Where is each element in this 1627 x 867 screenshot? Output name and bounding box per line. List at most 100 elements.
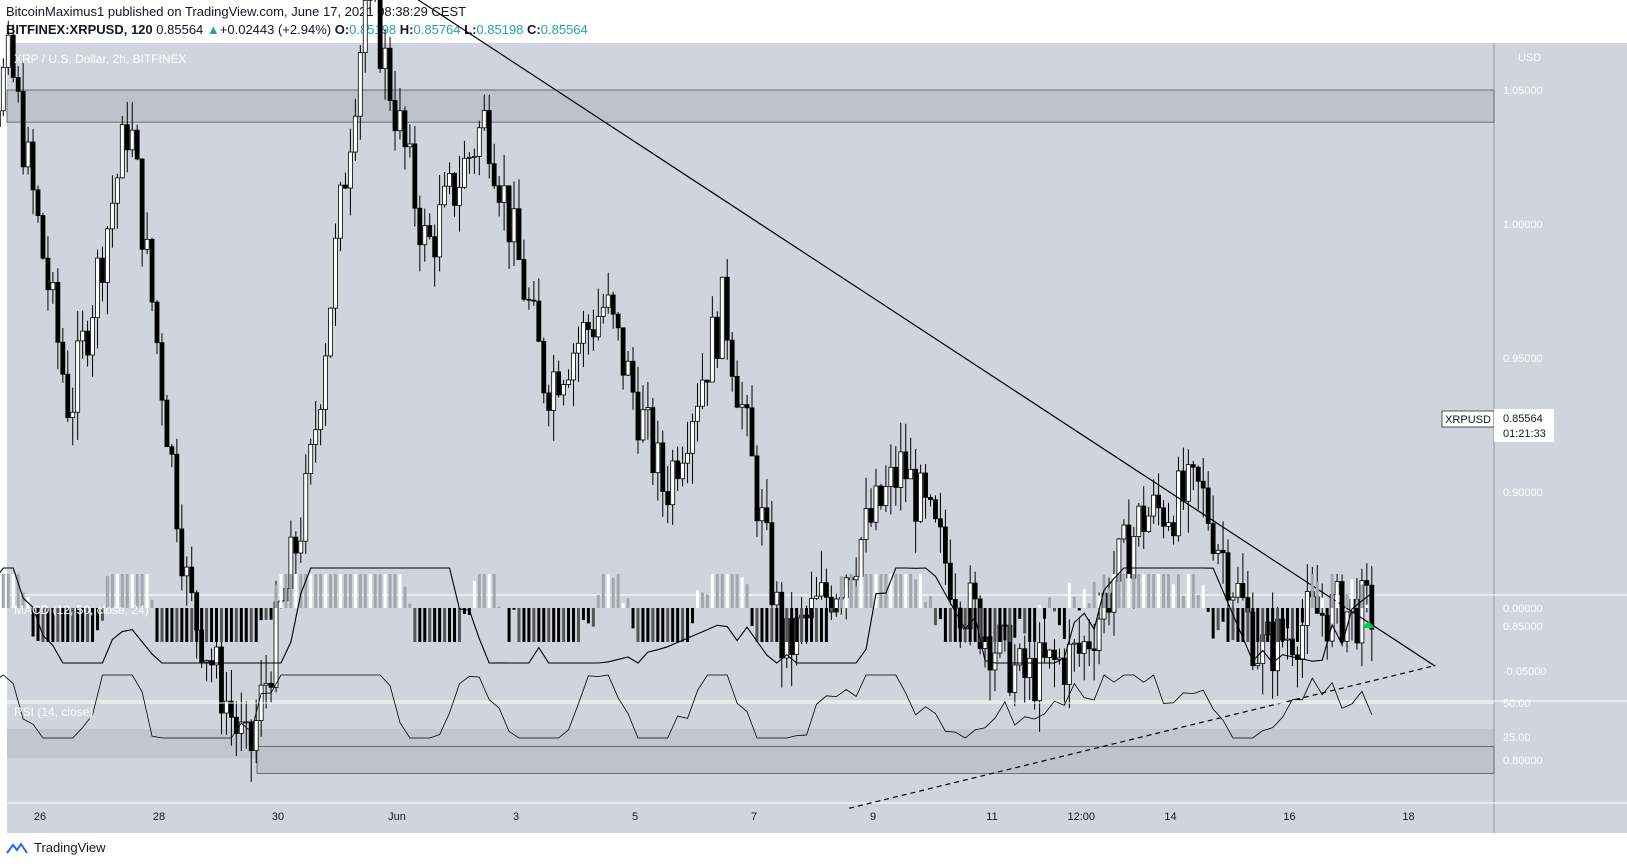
candle-body — [1061, 657, 1067, 685]
macd-bar — [413, 608, 417, 642]
time-axis[interactable] — [7, 803, 1494, 833]
macd-bar — [41, 608, 45, 642]
main-pane[interactable] — [7, 43, 1494, 595]
macd-bar — [730, 574, 734, 608]
candle-body — [466, 156, 472, 159]
candle-body — [1012, 664, 1018, 693]
macd-bar — [606, 574, 610, 608]
currency-label: USD — [1518, 52, 1541, 64]
macd-bar — [1023, 608, 1027, 634]
macd-bar — [448, 608, 452, 642]
macd-bar — [1067, 582, 1071, 608]
macd-bar — [691, 608, 695, 624]
candle-body — [1364, 580, 1370, 586]
candle-body — [144, 238, 150, 250]
macd-bar — [1087, 603, 1091, 608]
candle-body — [561, 384, 566, 396]
footer[interactable]: TradingView — [6, 840, 106, 855]
candle-body — [878, 485, 884, 507]
candle-body — [888, 466, 894, 487]
macd-bar — [453, 608, 457, 642]
macd-bar — [874, 574, 878, 608]
candle-body — [595, 316, 601, 338]
macd-bar — [800, 608, 804, 642]
macd-bar — [1062, 608, 1066, 639]
macd-bar — [919, 574, 923, 608]
macd-bar — [631, 608, 635, 629]
macd-bar — [334, 574, 338, 608]
candle-body — [114, 177, 120, 204]
macd-bar — [1028, 608, 1032, 642]
macd-bar — [1355, 599, 1359, 608]
macd-bar — [621, 603, 625, 608]
rsi-line — [0, 674, 1373, 739]
macd-bar — [239, 608, 243, 642]
macd-bar — [1281, 608, 1285, 642]
macd-bar — [477, 574, 481, 608]
macd-bar — [745, 584, 749, 608]
macd-bar — [195, 608, 199, 642]
macd-bar — [1216, 608, 1220, 631]
candle-body — [204, 660, 210, 663]
macd-bar — [983, 608, 987, 642]
macd-bar — [859, 574, 863, 608]
candle-body — [263, 682, 269, 686]
macd-bar — [824, 608, 828, 642]
macd-bar — [1320, 597, 1324, 608]
candle-body — [233, 716, 239, 734]
price-tick: 0.80000 — [1503, 755, 1543, 767]
macd-bar — [51, 608, 55, 642]
macd-bar — [978, 608, 982, 642]
candle-body — [1091, 648, 1097, 652]
macd-bar — [304, 574, 308, 608]
macd-bar — [1286, 608, 1290, 629]
candle-body — [1017, 648, 1023, 666]
candle-body — [174, 453, 180, 530]
macd-bar — [210, 608, 214, 642]
macd-bar — [269, 608, 273, 620]
macd-bar — [953, 608, 957, 642]
macd-bar — [215, 608, 219, 642]
macd-bar — [115, 574, 119, 608]
candle-body — [491, 163, 497, 187]
candle-body — [704, 379, 710, 383]
macd-bar — [487, 574, 491, 608]
macd-layer — [0, 567, 1374, 664]
macd-bar — [904, 574, 908, 608]
candle-body — [1195, 466, 1201, 482]
candle-body — [154, 301, 160, 344]
macd-bar — [810, 608, 814, 642]
macd-bar — [200, 608, 204, 642]
candle-body — [15, 77, 21, 92]
candle-body — [1047, 649, 1052, 658]
macd-bar — [805, 608, 809, 642]
low-label: L: — [464, 22, 477, 37]
macd-bar — [1052, 608, 1056, 612]
candle-body — [457, 186, 462, 206]
candle-body — [357, 52, 363, 117]
macd-bar — [274, 584, 278, 608]
macd-bar — [586, 608, 590, 624]
candle-body — [313, 429, 319, 445]
macd-bar — [254, 608, 258, 642]
candle-body — [476, 127, 482, 157]
candle-body — [45, 257, 51, 291]
macd-bar — [616, 574, 620, 608]
macd-line — [0, 567, 1373, 664]
candle-body — [947, 562, 953, 600]
macd-bar — [1340, 608, 1344, 609]
candle-body — [675, 460, 681, 480]
macd-bar — [651, 608, 655, 642]
macd-bar — [1221, 608, 1225, 622]
candle-body — [823, 582, 829, 598]
macd-bar — [765, 608, 769, 642]
macd-bar — [299, 574, 303, 608]
price-tag-countdown: 01:21:33 — [1503, 428, 1546, 440]
candle-body — [501, 185, 507, 203]
macd-bar — [180, 608, 184, 642]
macd-bar — [1266, 608, 1270, 642]
candle-body — [25, 141, 31, 168]
macd-bar — [259, 608, 263, 621]
candle-body — [928, 497, 933, 501]
